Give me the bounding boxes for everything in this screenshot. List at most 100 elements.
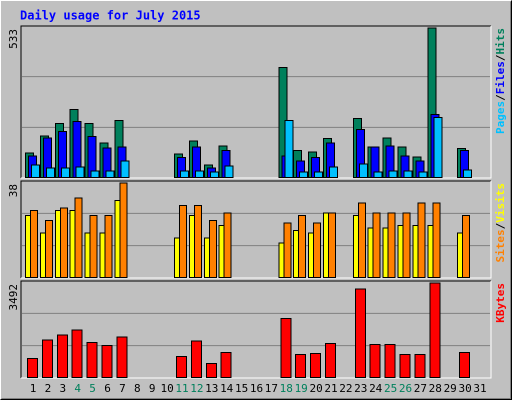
bar [194, 170, 204, 179]
x-tick-label: 7 [119, 382, 126, 395]
bar [369, 343, 381, 379]
x-tick-label: 17 [265, 382, 278, 395]
bar [284, 120, 294, 178]
x-tick-label: 5 [89, 382, 96, 395]
x-tick-label: 16 [250, 382, 263, 395]
bar [208, 220, 217, 278]
legend-entry: Visits [494, 183, 507, 223]
x-tick-label: 24 [369, 382, 383, 395]
bar [220, 351, 232, 378]
x-tick-label: 1 [30, 382, 37, 395]
bar [310, 352, 322, 378]
bar [75, 166, 85, 178]
bar [414, 353, 426, 378]
x-tick-label: 20 [309, 382, 322, 395]
bar [27, 358, 38, 379]
bar [59, 207, 68, 278]
x-tick-label: 11 [175, 382, 188, 395]
bar [101, 344, 113, 378]
bar [209, 171, 219, 179]
bar [372, 212, 381, 278]
plot-edge-dark [20, 280, 491, 378]
bar [41, 339, 53, 378]
bar [418, 171, 428, 179]
x-tick-label: 25 [384, 382, 397, 395]
bar [357, 202, 366, 278]
bar [354, 288, 366, 378]
bar [402, 212, 411, 278]
y-tick-label: 38 [7, 184, 20, 197]
plot-edge-dark [20, 25, 491, 178]
bar [116, 336, 128, 378]
bar [384, 343, 396, 379]
legend-entry: Sites [494, 229, 507, 262]
x-tick-label: 26 [399, 382, 412, 395]
bar [432, 202, 441, 278]
bar [89, 215, 98, 278]
bar [433, 116, 443, 178]
bar [313, 222, 322, 278]
bar [358, 163, 368, 179]
legend-entry: KBytes [494, 283, 507, 323]
x-tick-label: 9 [149, 382, 156, 395]
bar [329, 166, 338, 178]
bar [314, 171, 324, 179]
x-tick-label: 4 [74, 382, 81, 395]
bar [56, 334, 68, 379]
y-tick-label: 533 [7, 29, 20, 49]
x-tick-label: 3 [59, 382, 66, 395]
bar [298, 215, 307, 278]
legend-entry: Pages [494, 101, 507, 134]
bar [295, 353, 307, 378]
x-tick-label: 29 [444, 382, 457, 395]
legend: KBytes [494, 283, 507, 323]
bar [205, 363, 217, 379]
bar [283, 222, 292, 278]
bar [176, 356, 187, 378]
bar [90, 170, 100, 179]
bar [179, 205, 187, 278]
x-tick-label: 31 [473, 382, 486, 395]
legend-separator: / [494, 222, 507, 229]
chart-title: Daily usage for July 2015 [20, 9, 201, 23]
plot-edge-light [21, 281, 492, 379]
x-tick-label: 18 [280, 382, 293, 395]
bar [463, 169, 473, 179]
x-tick-label: 6 [104, 382, 111, 395]
x-tick-label: 28 [429, 382, 442, 395]
bar [417, 202, 426, 278]
legend-entry: Files [494, 61, 507, 94]
bar [190, 340, 202, 378]
legend-separator: / [494, 54, 507, 61]
x-tick-label: 10 [160, 382, 173, 395]
plot-edge-dark [20, 180, 491, 278]
x-tick-label: 8 [134, 382, 141, 395]
x-tick-label: 14 [220, 382, 234, 395]
legend-separator: / [494, 94, 507, 101]
x-tick-label: 23 [354, 382, 367, 395]
bar [299, 171, 309, 179]
bar [328, 212, 336, 278]
x-tick-label: 30 [458, 382, 471, 395]
plot-area [21, 281, 491, 378]
bar [60, 167, 70, 178]
bar [180, 170, 189, 179]
x-tick-label: 27 [414, 382, 427, 395]
bar [429, 282, 441, 378]
bar [44, 220, 53, 278]
y-tick-label: 3492 [7, 284, 20, 311]
bar [399, 353, 411, 378]
bar [120, 160, 130, 179]
bar [86, 341, 98, 378]
x-tick-label: 13 [205, 382, 218, 395]
x-tick-label: 12 [190, 382, 203, 395]
x-tick-label: 15 [235, 382, 248, 395]
bar [119, 182, 128, 278]
plot-area [21, 26, 491, 178]
bar [462, 215, 471, 278]
bar [193, 205, 202, 278]
